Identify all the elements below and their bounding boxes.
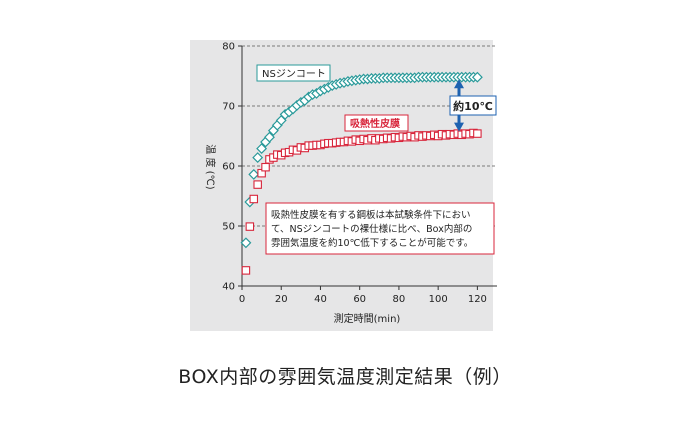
heat-absorbing-point: [261, 162, 270, 172]
x-tick-label: 120: [468, 294, 487, 305]
difference-label-box: [449, 95, 497, 116]
x-tick-label: 100: [429, 294, 448, 305]
figure-caption: BOX内部の雰囲気温度測定結果（例）: [178, 366, 512, 388]
x-axis-label: 測定時間(min): [334, 312, 401, 325]
x-tick-label: 60: [353, 294, 366, 305]
x-tick-label: 80: [393, 294, 406, 305]
note-box: 吸熱性皮膜を有する鋼板は本試験条件下におい て、NSジンコートの裸仕様に比べ、B…: [265, 202, 495, 255]
note-line-1: 吸熱性皮膜を有する鋼板は本試験条件下におい: [271, 209, 471, 221]
legend-ns-zincoat: NSジンコート: [256, 64, 331, 82]
legend-ns-zincoat-label: NSジンコート: [262, 69, 326, 80]
y-tick-label: 50: [222, 222, 235, 233]
note-line-2: て、NSジンコートの裸仕様に比べ、Box内部の: [271, 223, 472, 235]
ns-zincoat-point: [471, 71, 483, 83]
heat-absorbing-point: [241, 266, 251, 275]
ns-zincoat-point: [240, 237, 252, 249]
y-tick-labels: 40 50 60 70 80: [222, 42, 242, 293]
series-heat-absorbing: [241, 128, 482, 275]
ns-zincoat-point: [264, 131, 275, 143]
x-tick-labels: 0 20 40 60 80 100 120: [239, 286, 487, 305]
difference-arrow: 約10℃: [449, 79, 497, 132]
heat-absorbing-point: [249, 194, 259, 204]
heat-absorbing-point: [253, 180, 262, 189]
ns-zincoat-point: [256, 143, 268, 155]
chart-panel: [190, 40, 493, 331]
note-line-3: 雰囲気温度を約10℃低下することが可能です。: [271, 237, 473, 249]
x-tick-label: 40: [314, 294, 327, 305]
ns-zincoat-point: [248, 168, 260, 180]
difference-arrow-head-top: [454, 79, 464, 89]
legend-heat-absorbing: 吸熱性皮膜: [344, 114, 409, 132]
heat-absorbing-point: [245, 222, 255, 231]
y-tick-label: 80: [222, 42, 235, 53]
y-tick-label: 60: [222, 162, 235, 173]
y-axis-label: 温 度 (℃): [204, 144, 217, 189]
y-tick-label: 70: [222, 102, 235, 113]
difference-arrow-head-bottom: [454, 122, 464, 132]
y-tick-label: 40: [222, 282, 235, 293]
x-tick-label: 0: [239, 294, 245, 305]
legend-heat-absorbing-label: 吸熱性皮膜: [350, 117, 400, 130]
difference-label: 約10℃: [453, 99, 493, 113]
series-ns-zincoat: [240, 71, 483, 249]
heat-absorbing-point: [473, 129, 482, 138]
ns-zincoat-point: [252, 152, 264, 164]
x-tick-label: 20: [275, 294, 288, 305]
